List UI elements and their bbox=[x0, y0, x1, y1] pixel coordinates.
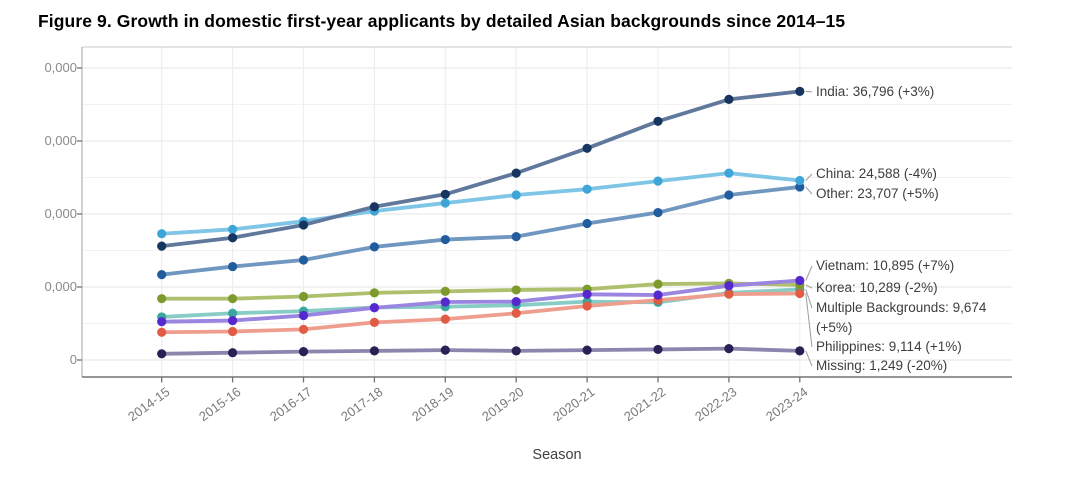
data-point-missing bbox=[724, 344, 734, 354]
data-point-korea bbox=[440, 286, 450, 296]
data-point-philippines bbox=[582, 301, 592, 311]
data-point-other bbox=[795, 182, 805, 192]
data-point-korea bbox=[298, 291, 309, 302]
data-point-india bbox=[653, 116, 663, 126]
data-point-india bbox=[795, 86, 805, 96]
data-point-india bbox=[511, 168, 521, 178]
data-point-other bbox=[157, 269, 167, 280]
series-line-china bbox=[159, 171, 802, 236]
data-point-vietnam bbox=[653, 290, 663, 300]
data-point-vietnam bbox=[795, 275, 805, 286]
data-point-missing bbox=[653, 344, 663, 355]
data-point-vietnam bbox=[724, 281, 734, 291]
data-point-vietnam bbox=[440, 297, 450, 307]
annotation-india: India: 36,796 (+3%) bbox=[816, 84, 935, 99]
y-axis-tick-label: 0,000 bbox=[44, 133, 77, 148]
data-point-korea bbox=[653, 279, 663, 289]
series-line-missing bbox=[159, 346, 802, 356]
data-point-india bbox=[440, 189, 450, 199]
data-point-missing bbox=[440, 345, 450, 355]
series-line-vietnam bbox=[159, 278, 802, 324]
data-point-china bbox=[724, 168, 734, 178]
data-point-china bbox=[795, 175, 805, 186]
data-point-missing bbox=[228, 348, 238, 358]
data-point-other bbox=[724, 190, 734, 200]
data-point-philippines bbox=[298, 324, 309, 334]
series-line-india bbox=[159, 89, 802, 249]
annotation-missing: Missing: 1,249 (-20%) bbox=[816, 358, 948, 373]
data-point-korea bbox=[157, 294, 167, 304]
data-point-china bbox=[157, 229, 167, 239]
annotation-china: China: 24,588 (-4%) bbox=[816, 166, 937, 181]
data-point-missing bbox=[298, 347, 309, 357]
data-point-vietnam bbox=[228, 315, 238, 326]
data-point-india bbox=[369, 202, 379, 212]
data-point-korea bbox=[511, 285, 521, 295]
data-point-china bbox=[511, 190, 521, 200]
data-point-missing bbox=[582, 345, 592, 355]
data-point-other bbox=[582, 218, 592, 229]
data-point-china bbox=[228, 224, 238, 234]
data-point-philippines bbox=[157, 327, 167, 337]
data-point-philippines bbox=[440, 314, 450, 324]
x-axis-title: Season bbox=[532, 447, 582, 463]
data-point-india bbox=[582, 143, 592, 153]
data-point-korea bbox=[228, 294, 238, 304]
annotation-philippines: Philippines: 9,114 (+1%) bbox=[816, 339, 962, 354]
data-point-other bbox=[440, 234, 450, 245]
data-point-other bbox=[369, 242, 379, 252]
data-point-multiple-backgrounds bbox=[228, 308, 238, 318]
annotation-other: Other: 23,707 (+5%) bbox=[816, 186, 939, 201]
series-line-philippines bbox=[159, 291, 802, 335]
annotation-multiple-backgrounds: Multiple Backgrounds: 9,674 (+5%) bbox=[816, 300, 987, 335]
data-point-missing bbox=[157, 349, 167, 359]
data-point-philippines bbox=[724, 289, 734, 299]
data-point-missing bbox=[369, 346, 379, 356]
data-point-india bbox=[228, 233, 238, 243]
annotation-vietnam: Vietnam: 10,895 (+7%) bbox=[816, 258, 955, 273]
y-axis-tick-label: 0 bbox=[69, 352, 77, 367]
series-line-other bbox=[159, 185, 802, 277]
data-point-philippines bbox=[511, 308, 521, 318]
data-point-philippines bbox=[228, 326, 238, 337]
data-point-vietnam bbox=[582, 289, 592, 299]
data-point-philippines bbox=[369, 317, 379, 328]
data-point-korea bbox=[369, 288, 379, 298]
data-point-other bbox=[298, 255, 309, 265]
data-point-vietnam bbox=[511, 297, 521, 307]
data-point-india bbox=[157, 241, 167, 251]
data-point-missing bbox=[511, 346, 521, 356]
data-point-philippines bbox=[795, 288, 805, 299]
data-point-vietnam bbox=[298, 310, 309, 321]
data-point-vietnam bbox=[157, 317, 167, 327]
annotation-korea: Korea: 10,289 (-2%) bbox=[816, 280, 938, 295]
data-point-other bbox=[511, 232, 521, 242]
data-point-other bbox=[228, 261, 238, 272]
data-point-india bbox=[724, 94, 734, 104]
data-point-china bbox=[653, 176, 663, 186]
series-line-korea bbox=[159, 281, 802, 301]
data-point-missing bbox=[795, 346, 805, 356]
figure-title: Figure 9. Growth in domestic first-year … bbox=[38, 11, 846, 31]
data-point-china bbox=[582, 184, 592, 194]
y-axis-tick-label: 0,000 bbox=[44, 60, 77, 75]
y-axis-tick-label: 0,000 bbox=[44, 206, 77, 221]
y-axis-tick-label: 0,000 bbox=[44, 279, 77, 294]
data-point-other bbox=[653, 207, 663, 218]
data-point-india bbox=[298, 220, 309, 230]
data-point-china bbox=[440, 198, 450, 208]
data-point-vietnam bbox=[369, 303, 379, 313]
